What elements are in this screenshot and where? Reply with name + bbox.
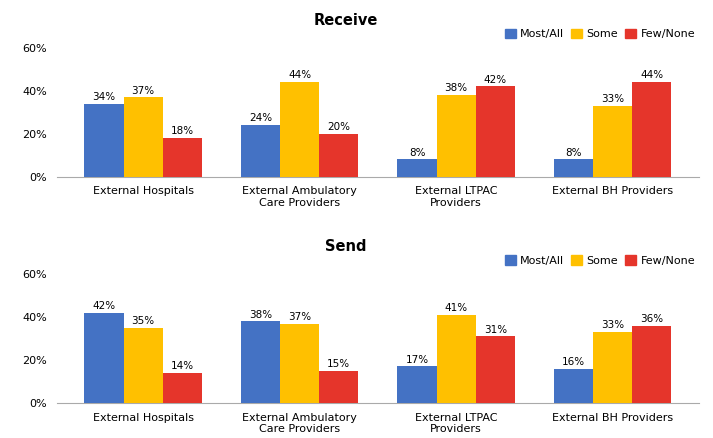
Bar [280, 324, 319, 403]
Bar [593, 332, 632, 403]
Bar [397, 159, 436, 177]
Bar [84, 313, 123, 403]
Text: 31%: 31% [483, 325, 507, 335]
Text: 38%: 38% [249, 310, 272, 320]
Text: 35%: 35% [132, 316, 155, 326]
Bar [554, 369, 593, 403]
Bar [476, 336, 515, 403]
Bar [593, 106, 632, 177]
Bar [632, 82, 672, 177]
Text: 14%: 14% [170, 361, 194, 371]
Bar [436, 315, 476, 403]
Text: 33%: 33% [601, 320, 624, 330]
Text: 15%: 15% [327, 359, 350, 369]
Bar [436, 95, 476, 177]
Text: 44%: 44% [288, 71, 311, 81]
Text: 20%: 20% [327, 122, 350, 132]
Bar [554, 159, 593, 177]
Text: Receive: Receive [314, 13, 378, 28]
Legend: Most/All, Some, Few/None: Most/All, Some, Few/None [501, 251, 699, 270]
Bar [397, 367, 436, 403]
Bar [84, 104, 123, 177]
Bar [319, 134, 359, 177]
Bar [241, 321, 280, 403]
Bar [280, 82, 319, 177]
Text: 41%: 41% [445, 303, 468, 313]
Bar [319, 371, 359, 403]
Bar [163, 138, 202, 177]
Text: 16%: 16% [562, 357, 585, 367]
Legend: Most/All, Some, Few/None: Most/All, Some, Few/None [501, 25, 699, 44]
Text: 42%: 42% [93, 301, 116, 311]
Text: 8%: 8% [409, 148, 425, 158]
Text: 44%: 44% [640, 71, 663, 81]
Text: 37%: 37% [288, 312, 311, 322]
Bar [163, 373, 202, 403]
Text: 34%: 34% [93, 92, 116, 102]
Text: 17%: 17% [406, 355, 429, 365]
Bar [632, 326, 672, 403]
Text: 36%: 36% [640, 314, 663, 324]
Text: 24%: 24% [249, 113, 272, 124]
Bar [123, 328, 163, 403]
Text: 38%: 38% [445, 83, 468, 93]
Text: 37%: 37% [132, 85, 155, 95]
Text: 33%: 33% [601, 94, 624, 104]
Bar [241, 125, 280, 177]
Text: Send: Send [325, 239, 366, 254]
Bar [123, 97, 163, 177]
Text: 8%: 8% [565, 148, 582, 158]
Bar [476, 86, 515, 177]
Text: 18%: 18% [170, 126, 194, 136]
Text: 42%: 42% [483, 75, 507, 85]
